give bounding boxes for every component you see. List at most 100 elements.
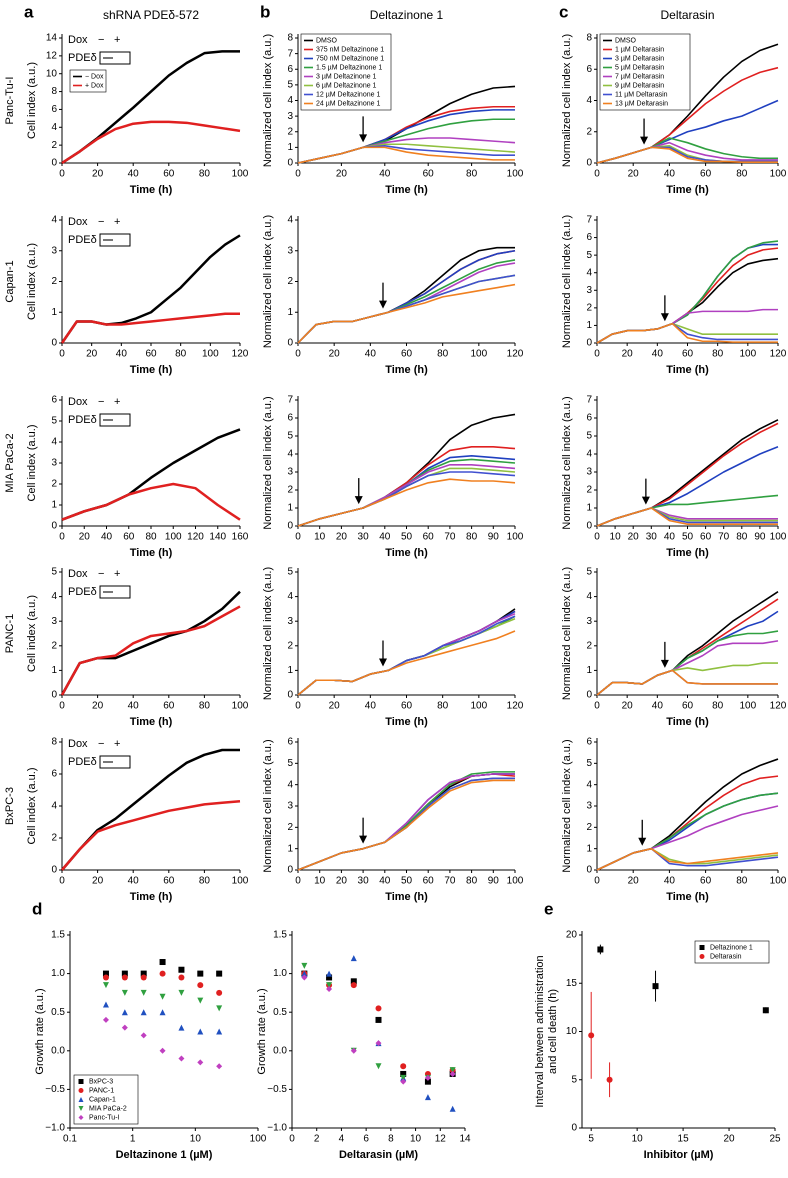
x-tick-label: 4: [339, 1134, 345, 1145]
x-tick-label: 120: [232, 349, 249, 360]
y-tick-label: 4: [586, 449, 592, 460]
series-line: [297, 274, 516, 344]
y-tick-label: 2: [287, 126, 293, 137]
series-line: [297, 779, 515, 871]
x-axis-label: Time (h): [385, 184, 428, 196]
data-point: [400, 1078, 407, 1085]
blot-band: [103, 591, 113, 593]
x-tick-label: 100: [165, 532, 182, 543]
x-tick-label: 80: [736, 532, 748, 543]
y-tick-label: 4: [586, 267, 592, 278]
series-line: [60, 312, 240, 344]
y-tick-label: 1.0: [273, 968, 287, 979]
x-tick-label: 20: [336, 169, 348, 180]
x-tick-label: 160: [232, 532, 249, 543]
data-point: [597, 946, 604, 953]
y-tick-label: 5: [586, 758, 592, 769]
data-point: [588, 1032, 595, 1039]
series-line: [297, 617, 516, 696]
x-tick-label: 20: [628, 876, 640, 887]
y-tick-label: −0.5: [267, 1084, 287, 1095]
inset-label: PDEδ: [68, 52, 97, 64]
x-tick-label: 100: [232, 169, 249, 180]
x-tick-label: 40: [652, 349, 664, 360]
x-tick-label: 60: [700, 532, 712, 543]
x-tick-label: 10: [314, 876, 326, 887]
inset-label: PDEδ: [68, 586, 97, 598]
series-line: [297, 246, 515, 344]
y-tick-label: 5: [586, 567, 592, 578]
series-line: [596, 507, 778, 527]
y-tick-label: 3: [51, 245, 57, 256]
inset-label: +: [114, 216, 120, 228]
x-tick-label: 0: [594, 876, 600, 887]
legend-label: 3 µM Deltazinone 1: [316, 73, 377, 80]
legend-box: [300, 33, 392, 111]
legend-label: 24 µM Deltazinone 1: [316, 100, 380, 107]
y-tick-label: 2: [586, 302, 592, 313]
y-tick-label: 6: [287, 737, 293, 748]
x-tick-label: 50: [401, 532, 413, 543]
y-tick-label: 10: [46, 68, 58, 79]
x-tick-label: 20: [622, 349, 634, 360]
x-tick-label: 20: [329, 701, 341, 712]
y-tick-label: 4: [287, 449, 293, 460]
series-line: [596, 847, 779, 871]
x-tick-label: 0: [295, 169, 301, 180]
y-tick-label: 7: [586, 215, 592, 226]
x-tick-label: 120: [770, 701, 787, 712]
series-line: [596, 507, 778, 527]
data-point: [424, 1074, 431, 1081]
row-label: Panc-Tu-I: [4, 77, 16, 125]
y-tick-label: 6: [586, 737, 592, 748]
x-axis-label: Time (h): [130, 184, 173, 196]
x-tick-label: 40: [101, 532, 113, 543]
y-tick-label: 6: [287, 64, 293, 75]
y-tick-label: 4: [287, 215, 293, 226]
y-tick-label: 0: [51, 865, 57, 876]
x-tick-label: 80: [199, 701, 211, 712]
x-tick-label: 120: [770, 349, 787, 360]
x-axis-label: Time (h): [130, 364, 173, 376]
legend-label: 13 µM Deltarasin: [615, 100, 668, 107]
data-point: [350, 955, 357, 962]
x-tick-label: 60: [123, 532, 135, 543]
x-tick-label: 20: [86, 349, 98, 360]
x-tick-label: 90: [488, 532, 500, 543]
y-tick-label: 0: [287, 521, 293, 532]
legend-label: Deltazinone 1: [710, 944, 753, 951]
x-tick-label: 90: [488, 876, 500, 887]
x-tick-label: 0: [59, 532, 65, 543]
legend-box: [73, 1074, 139, 1125]
legend-swatch: [78, 1106, 84, 1111]
series-line: [297, 145, 515, 164]
x-tick-label: 20: [92, 876, 104, 887]
arrow-head: [660, 313, 669, 322]
series-line: [596, 758, 779, 871]
x-axis-label: Deltazinone 1 (µM): [116, 1149, 213, 1161]
series-line: [596, 669, 778, 696]
data-point: [326, 982, 333, 989]
x-tick-label: 80: [145, 532, 157, 543]
series-line: [596, 507, 778, 527]
x-tick-label: 80: [712, 349, 724, 360]
inset-label: PDEδ: [68, 756, 97, 768]
y-tick-label: 2: [287, 640, 293, 651]
series-line: [61, 748, 240, 871]
y-tick-label: 0: [586, 158, 592, 169]
y-tick-label: 1.5: [273, 930, 287, 941]
series-line: [596, 847, 779, 871]
legend-label: 12 µM Deltazinone 1: [316, 91, 380, 98]
y-tick-label: 0: [287, 338, 293, 349]
series-line: [596, 240, 779, 344]
row-label: Capan-1: [4, 260, 16, 302]
data-point: [140, 970, 147, 977]
data-point: [102, 970, 109, 977]
x-tick-label: 100: [770, 169, 787, 180]
data-point: [102, 1001, 109, 1008]
x-tick-label: 100: [507, 169, 524, 180]
blot-box: [99, 585, 131, 599]
